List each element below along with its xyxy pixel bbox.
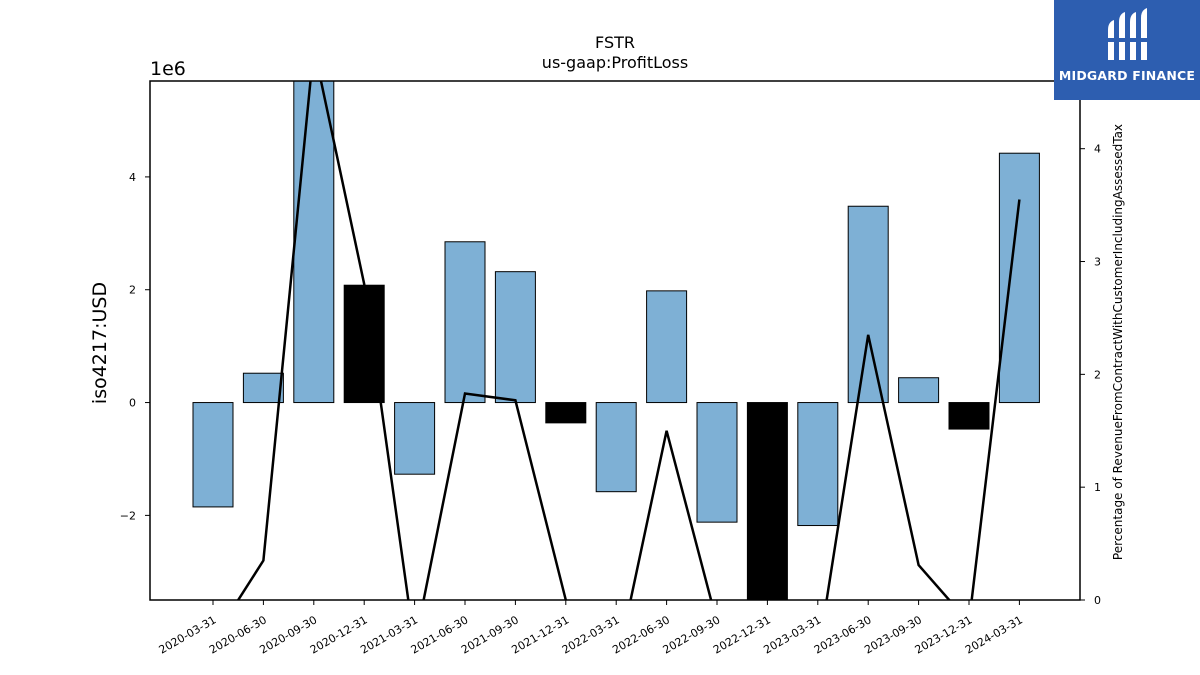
y2-tick-label: 2	[1094, 368, 1101, 381]
bar-2022-06-30	[646, 290, 688, 404]
bar-2023-09-30	[898, 377, 940, 404]
y2-tick-label: 4	[1094, 143, 1101, 156]
bar-2022-12-31	[746, 402, 788, 600]
bar-2020-09-30	[293, 81, 335, 404]
y-tick-label: −2	[120, 509, 136, 522]
bar-2022-09-30	[696, 402, 738, 523]
percentage-line	[236, 81, 1021, 600]
bar-2020-03-31	[192, 402, 234, 508]
bar-2022-03-31	[595, 402, 637, 493]
y2-axis-label: Percentage of RevenueFromContractWithCus…	[1111, 124, 1125, 560]
y2-tick-label: 1	[1094, 481, 1101, 494]
bar-2021-12-31	[545, 402, 587, 424]
chart-title: FSTR	[595, 33, 635, 52]
y-offset-label: 1e6	[150, 58, 186, 80]
y2-tick-label: 3	[1094, 256, 1101, 269]
bar-2023-12-31	[948, 402, 990, 430]
y-tick-label: 2	[129, 284, 136, 297]
brand-logo: MIDGARD FINANCE	[1054, 0, 1200, 100]
bar-2024-03-31	[998, 152, 1040, 404]
midgard-m-icon	[1108, 8, 1147, 60]
bar-2020-06-30	[242, 372, 284, 404]
y2-tick-label: 0	[1094, 594, 1101, 607]
y-axis-label: iso4217:USD	[89, 282, 111, 404]
y-tick-label: 0	[129, 397, 136, 410]
bar-2021-09-30	[494, 271, 536, 404]
bar-2021-03-31	[394, 402, 436, 475]
chart-subtitle: us-gaap:ProfitLoss	[542, 53, 688, 72]
bar-2021-06-30	[444, 241, 486, 404]
x-tick-label: 2024-03-31	[963, 613, 1025, 656]
bar-2023-03-31	[797, 402, 839, 527]
bar-2023-06-30	[847, 205, 889, 404]
plot-frame	[149, 80, 1081, 601]
brand-name: MIDGARD FINANCE	[1058, 68, 1196, 83]
y-tick-label: 4	[129, 171, 136, 184]
